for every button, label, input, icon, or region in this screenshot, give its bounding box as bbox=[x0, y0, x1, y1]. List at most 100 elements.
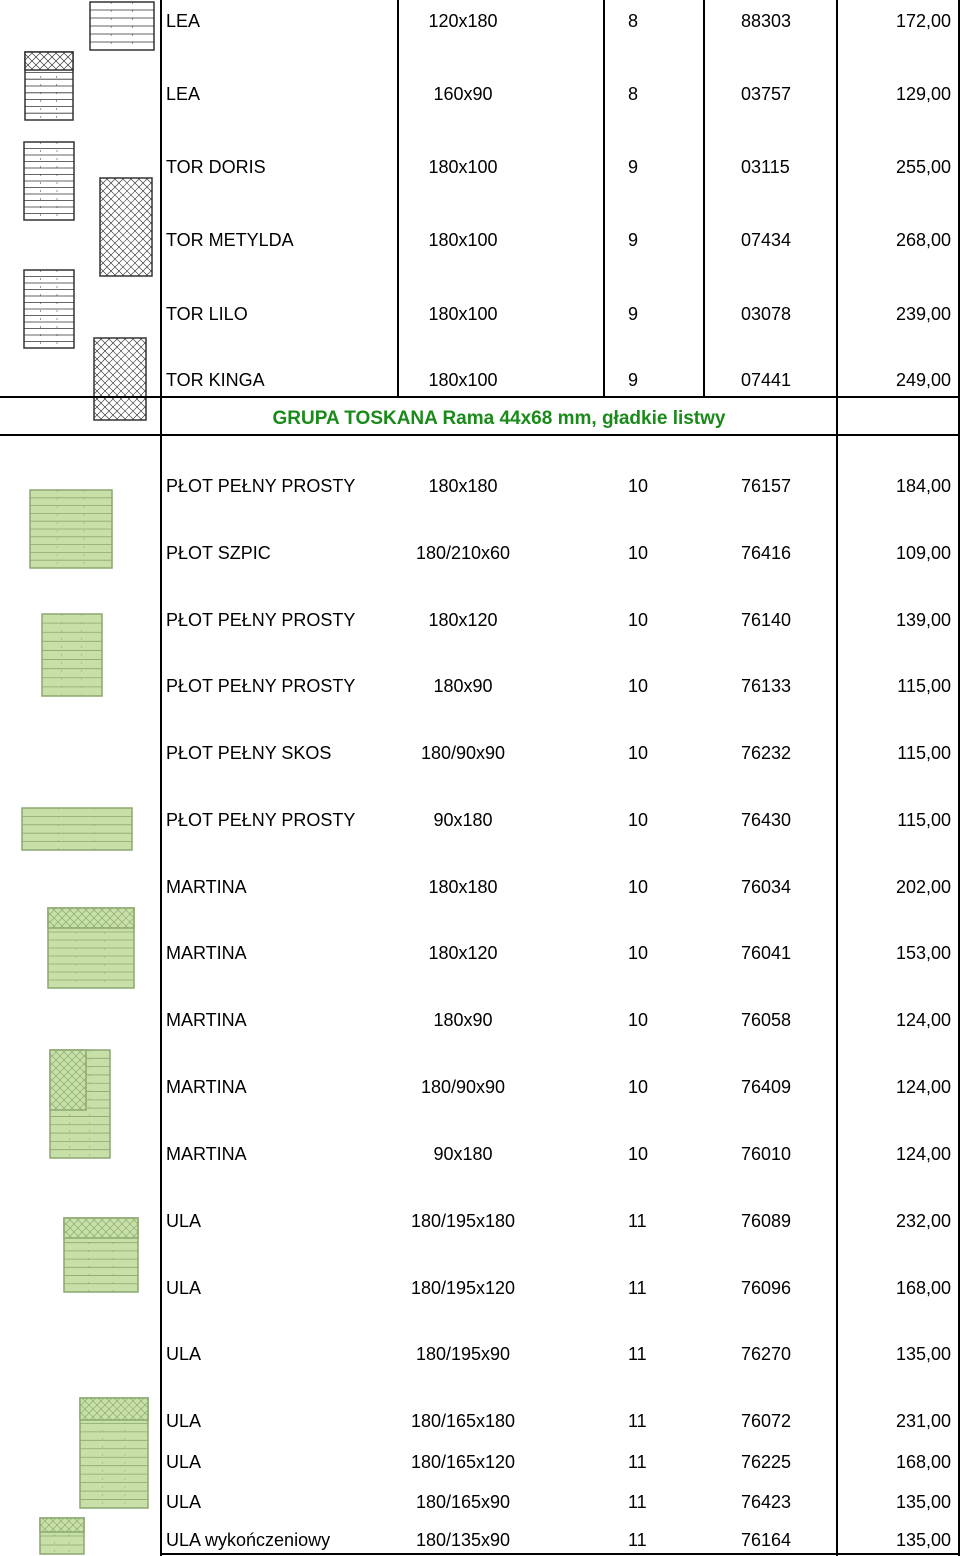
row-size: 180/165x90 bbox=[415, 1492, 511, 1512]
row-price: 135,00 bbox=[895, 1530, 951, 1550]
row-price: 255,00 bbox=[895, 157, 951, 177]
row-name: MARTINA bbox=[166, 877, 247, 897]
row-page: 8 bbox=[628, 11, 639, 31]
row-page: 10 bbox=[628, 1010, 649, 1030]
column-divider-1 bbox=[397, 0, 399, 398]
row-name: PŁOT SZPIC bbox=[166, 543, 271, 563]
fence-panel-bw-icon bbox=[23, 269, 75, 349]
row-code: 03078 bbox=[741, 304, 792, 324]
row-name: ULA bbox=[166, 1344, 202, 1364]
row-code: 76270 bbox=[741, 1344, 792, 1364]
row-code: 76416 bbox=[741, 543, 792, 563]
row-code: 76409 bbox=[741, 1077, 792, 1097]
row-name: ULA bbox=[166, 1492, 202, 1512]
fence-panel-lattice-icon bbox=[99, 177, 153, 277]
row-code: 76423 bbox=[741, 1492, 792, 1512]
row-code: 03115 bbox=[741, 157, 790, 177]
row-code: 76096 bbox=[741, 1278, 792, 1298]
row-name: ULA bbox=[166, 1452, 202, 1472]
row-code: 76058 bbox=[741, 1010, 792, 1030]
row-price: 172,00 bbox=[895, 11, 951, 31]
table-border-bottom bbox=[160, 1553, 960, 1555]
fence-panel-green-icon bbox=[63, 1217, 139, 1293]
row-page: 10 bbox=[628, 1077, 649, 1097]
row-name: ULA bbox=[166, 1211, 202, 1231]
row-size: 180/135x90 bbox=[415, 1530, 511, 1550]
row-name: TOR METYLDA bbox=[166, 230, 294, 250]
row-size: 180x100 bbox=[428, 370, 498, 390]
row-price: 168,00 bbox=[895, 1278, 951, 1298]
fence-panel-green-icon bbox=[29, 489, 113, 569]
row-page: 11 bbox=[628, 1492, 647, 1512]
row-page: 9 bbox=[628, 304, 639, 324]
column-divider-4 bbox=[836, 0, 838, 1556]
row-page: 10 bbox=[628, 1144, 649, 1164]
row-name: MARTINA bbox=[166, 1144, 247, 1164]
row-size: 180/90x90 bbox=[420, 1077, 506, 1097]
row-code: 76010 bbox=[741, 1144, 792, 1164]
row-code: 76041 bbox=[741, 943, 792, 963]
row-price: 168,00 bbox=[895, 1452, 951, 1472]
row-price: 115,00 bbox=[897, 743, 951, 763]
row-page: 10 bbox=[628, 743, 649, 763]
row-code: 76430 bbox=[741, 810, 792, 830]
row-page: 9 bbox=[628, 370, 639, 390]
row-page: 10 bbox=[628, 476, 649, 496]
row-name: ULA wykończeniowy bbox=[166, 1530, 331, 1550]
row-code: 76232 bbox=[741, 743, 792, 763]
fence-panel-green-icon bbox=[39, 1517, 85, 1555]
row-page: 10 bbox=[628, 610, 649, 630]
row-page: 11 bbox=[628, 1278, 647, 1298]
row-code: 76164 bbox=[741, 1530, 792, 1550]
row-name: ULA bbox=[166, 1411, 202, 1431]
group-divider-top bbox=[0, 396, 960, 398]
row-price: 153,00 bbox=[895, 943, 951, 963]
row-size: 180/165x180 bbox=[410, 1411, 516, 1431]
row-size: 180x100 bbox=[428, 230, 498, 250]
row-price: 124,00 bbox=[895, 1144, 951, 1164]
row-size: 180/195x120 bbox=[410, 1278, 516, 1298]
row-size: 120x180 bbox=[428, 11, 498, 31]
row-code: 03757 bbox=[741, 84, 792, 104]
row-name: MARTINA bbox=[166, 1077, 247, 1097]
row-size: 180x100 bbox=[428, 304, 498, 324]
row-size: 180x100 bbox=[428, 157, 498, 177]
column-divider-3 bbox=[703, 0, 705, 398]
row-code: 76225 bbox=[741, 1452, 792, 1472]
row-code: 76089 bbox=[741, 1211, 792, 1231]
row-price: 268,00 bbox=[895, 230, 951, 250]
row-size: 180/90x90 bbox=[420, 743, 506, 763]
row-page: 11 bbox=[628, 1344, 647, 1364]
row-page: 10 bbox=[628, 543, 649, 563]
fence-panel-green-icon bbox=[49, 1049, 111, 1159]
row-price: 139,00 bbox=[895, 610, 951, 630]
row-size: 180/165x120 bbox=[410, 1452, 516, 1472]
row-size: 90x180 bbox=[433, 810, 493, 830]
fence-panel-green-icon bbox=[47, 907, 135, 989]
fence-panel-bw-icon bbox=[24, 51, 74, 121]
group-divider-bottom bbox=[0, 434, 960, 436]
row-price: 115,00 bbox=[897, 676, 951, 696]
row-size: 180/195x180 bbox=[410, 1211, 516, 1231]
row-price: 115,00 bbox=[897, 810, 951, 830]
row-name: PŁOT PEŁNY PROSTY bbox=[166, 810, 356, 830]
row-code: 76072 bbox=[741, 1411, 792, 1431]
row-page: 11 bbox=[628, 1530, 647, 1550]
row-price: 135,00 bbox=[895, 1492, 951, 1512]
column-divider-2 bbox=[603, 0, 605, 398]
row-size: 90x180 bbox=[433, 1144, 493, 1164]
table-border-left bbox=[160, 0, 162, 1556]
row-name: TOR LILO bbox=[166, 304, 248, 324]
row-page: 10 bbox=[628, 943, 649, 963]
fence-panel-green-icon bbox=[21, 807, 133, 851]
row-name: TOR KINGA bbox=[166, 370, 265, 390]
row-size: 180x180 bbox=[428, 877, 498, 897]
row-page: 9 bbox=[628, 230, 639, 250]
fence-panel-green-icon bbox=[79, 1397, 149, 1509]
row-price: 129,00 bbox=[895, 84, 951, 104]
row-price: 184,00 bbox=[895, 476, 951, 496]
row-size: 160x90 bbox=[433, 84, 493, 104]
row-code: 76133 bbox=[741, 676, 792, 696]
row-size: 180x120 bbox=[428, 943, 498, 963]
